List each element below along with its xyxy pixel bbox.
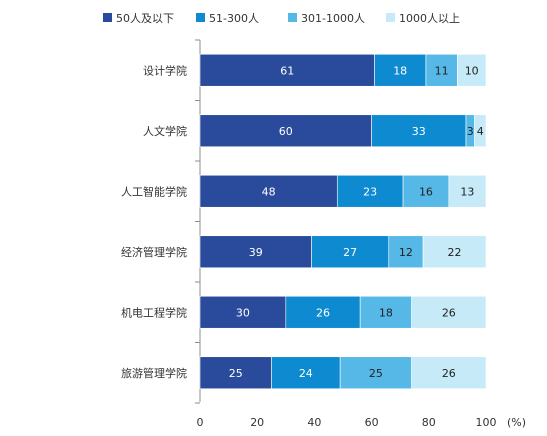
bar-segment [199, 356, 272, 390]
value-label: 18 [393, 64, 407, 77]
bar-segment [371, 114, 467, 148]
value-label: 48 [262, 185, 276, 198]
legend-label-3: 301-1000人 [301, 12, 365, 25]
value-label: 16 [419, 185, 433, 198]
category-label-1: 设计学院 [143, 63, 187, 77]
legend-swatch-1 [103, 13, 112, 22]
x-tick-label: 100 [476, 416, 497, 429]
x-tick-label: 20 [250, 416, 264, 429]
value-label: 26 [442, 306, 456, 319]
x-axis-tick-labels: 0 20 40 60 80 100 [197, 416, 497, 429]
bar-segment [336, 174, 404, 208]
bar-segment [448, 174, 487, 208]
bar-segment [199, 53, 375, 87]
value-label: 10 [465, 64, 479, 77]
category-label-5: 机电工程学院 [121, 305, 187, 319]
value-label: 3 [467, 125, 474, 138]
value-label: 39 [249, 246, 263, 259]
bar-segment [285, 295, 361, 329]
category-label-6: 旅游管理学院 [121, 366, 187, 380]
value-label: 25 [369, 367, 383, 380]
value-label: 27 [343, 246, 357, 259]
x-tick-label: 80 [422, 416, 436, 429]
value-label: 24 [299, 367, 313, 380]
bar-segment [199, 235, 312, 269]
value-label: 30 [236, 306, 250, 319]
value-label: 61 [280, 64, 294, 77]
category-label-4: 经济管理学院 [121, 245, 187, 259]
value-label: 23 [363, 185, 377, 198]
x-tick-label: 60 [365, 416, 379, 429]
value-label: 13 [460, 185, 474, 198]
value-label: 26 [316, 306, 330, 319]
value-label: 4 [477, 125, 484, 138]
bar-segment [411, 356, 487, 390]
bar-segment [422, 235, 487, 269]
legend-swatch-2 [196, 13, 205, 22]
bar-segment [388, 235, 424, 269]
value-label: 33 [412, 125, 426, 138]
y-axis-ticks [195, 39, 200, 404]
bar-segment [199, 295, 287, 329]
legend: 50人及以下 51-300人 301-1000人 1000人以上 [103, 12, 460, 25]
bar-segment [339, 356, 412, 390]
value-label: 60 [279, 125, 293, 138]
category-label-2: 人文学院 [143, 124, 187, 138]
x-tick-label: 0 [197, 416, 204, 429]
value-label: 26 [442, 367, 456, 380]
bar-segment [457, 53, 487, 87]
bar-segment [311, 235, 390, 269]
x-tick-label: 40 [307, 416, 321, 429]
value-label: 11 [435, 64, 449, 77]
x-axis-unit-label: (%) [507, 416, 526, 429]
category-label-3: 人工智能学院 [121, 184, 187, 198]
legend-swatch-4 [386, 13, 395, 22]
legend-label-1: 50人及以下 [116, 12, 174, 25]
bar-segment [411, 295, 487, 329]
value-label: 12 [399, 246, 413, 259]
value-label: 18 [379, 306, 393, 319]
bar-segment [271, 356, 341, 390]
bar-segment [374, 53, 427, 87]
bar-segment [474, 114, 487, 148]
legend-swatch-3 [288, 13, 297, 22]
legend-label-2: 51-300人 [209, 12, 259, 25]
value-label: 22 [448, 246, 462, 259]
legend-label-4: 1000人以上 [399, 12, 460, 25]
value-label: 25 [229, 367, 243, 380]
